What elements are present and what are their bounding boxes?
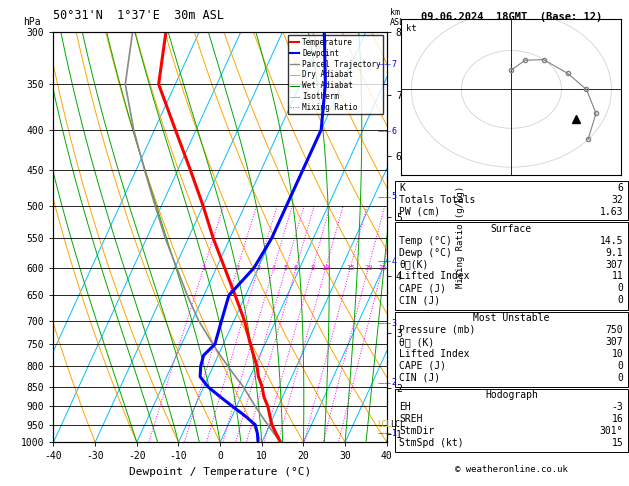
- Text: Dewp (°C): Dewp (°C): [399, 248, 452, 258]
- Text: © weatheronline.co.uk: © weatheronline.co.uk: [455, 465, 568, 474]
- Text: Lifted Index: Lifted Index: [399, 271, 470, 281]
- Text: 32: 32: [611, 194, 623, 205]
- Text: Temp (°C): Temp (°C): [399, 236, 452, 246]
- Text: Hodograph: Hodograph: [485, 390, 538, 400]
- Text: 15: 15: [346, 265, 355, 271]
- Text: ——: ——: [377, 380, 391, 386]
- Text: Mixing Ratio (g/kg): Mixing Ratio (g/kg): [455, 186, 465, 288]
- Text: km
ASL: km ASL: [390, 8, 405, 28]
- Text: CAPE (J): CAPE (J): [399, 283, 447, 294]
- Text: 16: 16: [611, 414, 623, 424]
- Text: 3: 3: [392, 318, 397, 328]
- Text: 0: 0: [618, 361, 623, 371]
- Text: 6: 6: [294, 265, 298, 271]
- Text: 5: 5: [284, 265, 288, 271]
- Text: 25: 25: [378, 265, 387, 271]
- Text: 4: 4: [392, 257, 397, 266]
- Text: ——: ——: [377, 61, 391, 67]
- Text: SREH: SREH: [399, 414, 423, 424]
- Text: ——: ——: [377, 258, 391, 264]
- Text: Lifted Index: Lifted Index: [399, 349, 470, 359]
- Text: CAPE (J): CAPE (J): [399, 361, 447, 371]
- Text: Surface: Surface: [491, 224, 532, 234]
- Text: 20: 20: [364, 265, 372, 271]
- Text: 750: 750: [606, 325, 623, 335]
- Text: 8: 8: [310, 265, 314, 271]
- Text: 5: 5: [392, 192, 397, 201]
- Text: -3: -3: [611, 402, 623, 412]
- Text: 4: 4: [272, 265, 276, 271]
- Text: hPa: hPa: [23, 17, 41, 28]
- Text: 2: 2: [235, 265, 240, 271]
- Text: Pressure (mb): Pressure (mb): [399, 325, 476, 335]
- Text: EH: EH: [399, 402, 411, 412]
- Text: PW (cm): PW (cm): [399, 207, 440, 217]
- Text: K: K: [399, 183, 405, 193]
- Text: StmDir: StmDir: [399, 426, 435, 436]
- Text: 3: 3: [256, 265, 260, 271]
- Text: CIN (J): CIN (J): [399, 373, 440, 382]
- Text: ——: ——: [377, 431, 391, 436]
- Text: 301°: 301°: [600, 426, 623, 436]
- Text: ——: ——: [377, 128, 391, 135]
- Text: ——: ——: [377, 320, 391, 326]
- Text: 15: 15: [611, 438, 623, 448]
- Text: kt: kt: [406, 24, 416, 33]
- Text: Totals Totals: Totals Totals: [399, 194, 476, 205]
- Text: θᴇ (K): θᴇ (K): [399, 337, 435, 347]
- Text: 6: 6: [618, 183, 623, 193]
- Text: 09.06.2024  18GMT  (Base: 12): 09.06.2024 18GMT (Base: 12): [421, 12, 602, 22]
- Text: 1: 1: [392, 429, 397, 438]
- Text: 50°31'N  1°37'E  30m ASL: 50°31'N 1°37'E 30m ASL: [53, 9, 225, 22]
- Text: 7: 7: [392, 60, 397, 69]
- Text: 1.63: 1.63: [600, 207, 623, 217]
- Text: LCL: LCL: [390, 420, 405, 429]
- Text: StmSpd (kt): StmSpd (kt): [399, 438, 464, 448]
- Text: 10: 10: [321, 265, 330, 271]
- Text: 2: 2: [392, 378, 397, 387]
- Text: 0: 0: [618, 373, 623, 382]
- Legend: Temperature, Dewpoint, Parcel Trajectory, Dry Adiabat, Wet Adiabat, Isotherm, Mi: Temperature, Dewpoint, Parcel Trajectory…: [287, 35, 383, 114]
- Text: 307: 307: [606, 337, 623, 347]
- X-axis label: Dewpoint / Temperature (°C): Dewpoint / Temperature (°C): [129, 467, 311, 477]
- Text: 0: 0: [618, 283, 623, 294]
- Text: 307: 307: [606, 260, 623, 270]
- Text: LCL: LCL: [377, 420, 391, 429]
- Text: 9.1: 9.1: [606, 248, 623, 258]
- Text: ——: ——: [377, 194, 391, 200]
- Text: 10: 10: [611, 349, 623, 359]
- Text: 14.5: 14.5: [600, 236, 623, 246]
- Text: 11: 11: [611, 271, 623, 281]
- Text: 6: 6: [392, 127, 397, 136]
- Text: CIN (J): CIN (J): [399, 295, 440, 305]
- Text: Most Unstable: Most Unstable: [473, 313, 550, 323]
- Text: 0: 0: [618, 295, 623, 305]
- Text: 1: 1: [201, 265, 206, 271]
- Text: θᴇ(K): θᴇ(K): [399, 260, 429, 270]
